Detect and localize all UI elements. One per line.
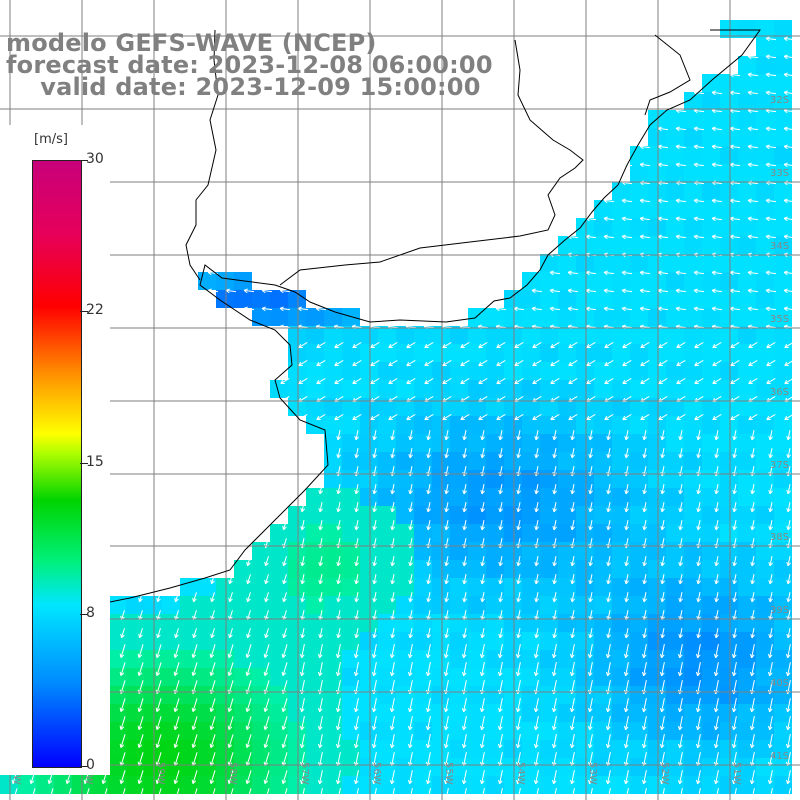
colorbar-tick-label: 22 — [86, 302, 104, 318]
lon-label: 54W — [515, 762, 526, 785]
lon-label: 53W — [587, 762, 598, 785]
colorbar-tick-label: 0 — [86, 757, 95, 773]
forecast-date: forecast date: 2023-12-08 06:00:00 — [6, 51, 493, 79]
lat-label: 35S — [770, 314, 789, 325]
lon-label: 52W — [659, 762, 670, 785]
lon-label: 59W — [155, 762, 166, 785]
colorbar-tick-mark — [80, 311, 88, 312]
colorbar-unit: [m/s] — [34, 132, 68, 147]
lat-label: 38S — [770, 532, 789, 543]
colorbar-tick-label: 15 — [86, 454, 104, 470]
colorbar-tick-label: 30 — [86, 151, 104, 167]
colorbar-tick-label: 8 — [86, 605, 95, 621]
lat-label: 40S — [770, 678, 789, 689]
valid-date: valid date: 2023-12-09 15:00:00 — [6, 73, 481, 101]
colorbar-tick-mark — [80, 463, 88, 464]
lon-label: 56W — [371, 762, 382, 785]
lat-label: 33S — [770, 168, 789, 179]
colorbar — [32, 160, 82, 768]
lon-label: 55W — [443, 762, 454, 785]
colorbar-tick-mark — [80, 766, 88, 767]
model-title: modelo GEFS-WAVE (NCEP) — [6, 29, 377, 57]
lat-label: 39S — [770, 605, 789, 616]
lat-label: 36S — [770, 387, 789, 398]
lat-label: 41S — [770, 751, 789, 762]
lon-label: 57W — [299, 762, 310, 785]
colorbar-tick-mark — [80, 160, 88, 161]
lat-label: 32S — [770, 95, 789, 106]
lat-label: 37S — [770, 460, 789, 471]
lon-label: 51W — [731, 762, 742, 785]
colorbar-tick-mark — [80, 614, 88, 615]
coastline — [0, 29, 761, 617]
lat-label: 34S — [770, 241, 789, 252]
lon-label: 58W — [227, 762, 238, 785]
